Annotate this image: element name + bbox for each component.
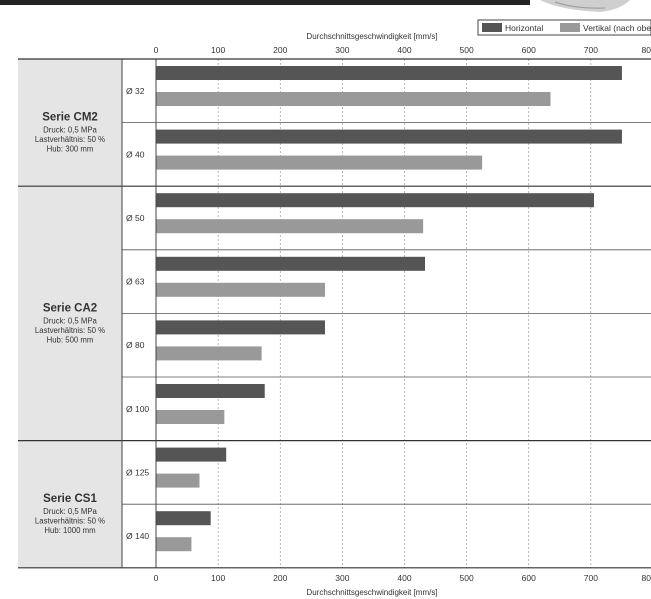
bar-vertical	[156, 155, 483, 170]
bar-vertical	[156, 473, 200, 488]
bar-vertical	[156, 92, 551, 106]
bar-vertical	[156, 219, 424, 234]
bar-horizontal	[156, 384, 265, 398]
group-detail: Lastverhältnis: 50 %	[35, 517, 105, 526]
x-tick-label-bottom: 700	[584, 573, 598, 583]
group-detail: Druck: 0,5 MPa	[43, 316, 97, 325]
x-tick-label-bottom: 600	[522, 573, 536, 583]
x-tick-label-top: 300	[335, 45, 349, 55]
bar-horizontal	[156, 129, 622, 144]
x-tick-label-bottom: 0	[154, 573, 159, 583]
size-label: Ø 125	[126, 467, 149, 477]
x-tick-label-bottom: 200	[273, 573, 287, 583]
group-detail: Hub: 1000 mm	[44, 526, 95, 535]
group-detail: Lastverhältnis: 50 %	[35, 326, 105, 335]
x-axis-title-bottom: Durchschnittsgeschwindigkeit [mm/s]	[306, 588, 437, 597]
x-tick-label-top: 700	[584, 45, 598, 55]
x-tick-label-bottom: 80	[642, 573, 651, 583]
bar-horizontal	[156, 66, 622, 80]
group-title: Serie CS1	[43, 493, 97, 505]
row-lines	[18, 58, 651, 569]
x-ticks-top: 0 100 200 300 400 500 600 700 80	[154, 45, 651, 55]
size-labels: Ø 32 Ø 40 Ø 50 Ø 63 Ø 80 Ø 100 Ø 125 Ø 140	[126, 86, 149, 541]
header-strip	[0, 0, 530, 5]
x-tick-label-top: 100	[211, 45, 225, 55]
x-tick-label-top: 400	[397, 45, 411, 55]
x-tick-label-bottom: 100	[211, 573, 225, 583]
group-detail: Hub: 500 mm	[47, 335, 94, 344]
bar-horizontal	[156, 320, 325, 335]
x-tick-label-top: 200	[273, 45, 287, 55]
x-tick-label-bottom: 400	[397, 573, 411, 583]
bar-vertical	[156, 410, 225, 424]
group-detail: Druck: 0,5 MPa	[43, 507, 97, 516]
x-tick-label-top: 0	[154, 45, 159, 55]
bar-vertical	[156, 282, 325, 297]
group-detail: Lastverhältnis: 50 %	[35, 135, 105, 144]
group-detail: Hub: 300 mm	[47, 145, 94, 154]
legend-swatch-horizontal	[482, 23, 502, 32]
size-label: Ø 32	[126, 86, 145, 96]
group-title: Serie CA2	[43, 302, 97, 314]
bar-horizontal	[156, 511, 211, 526]
x-axis-title-top: Durchschnittsgeschwindigkeit [mm/s]	[306, 32, 437, 41]
size-label: Ø 100	[126, 404, 149, 414]
group-panels	[18, 59, 122, 568]
size-label: Ø 63	[126, 277, 145, 287]
group-panel	[18, 440, 122, 568]
x-tick-label-top: 500	[460, 45, 474, 55]
x-ticks-bottom: 0 100 200 300 400 500 600 700 80	[154, 573, 651, 583]
legend: Horizontal Vertikal (nach ober	[477, 19, 651, 36]
logo-image	[540, 0, 630, 12]
gridlines	[217, 59, 592, 568]
x-tick-label-bottom: 500	[460, 573, 474, 583]
x-tick-label-bottom: 300	[335, 573, 349, 583]
legend-label-horizontal: Horizontal	[505, 23, 543, 33]
legend-label-vertical: Vertikal (nach ober	[583, 23, 651, 33]
bars	[156, 66, 622, 552]
bar-vertical	[156, 537, 192, 552]
group-title: Serie CM2	[42, 112, 98, 124]
size-label: Ø 50	[126, 213, 145, 223]
size-label: Ø 140	[126, 531, 149, 541]
legend-swatch-vertical	[560, 23, 580, 32]
group-panel	[18, 186, 122, 441]
size-label: Ø 40	[126, 149, 145, 159]
size-label: Ø 80	[126, 340, 145, 350]
bar-horizontal	[156, 193, 594, 208]
x-tick-label-top: 600	[522, 45, 536, 55]
group-panel	[18, 59, 122, 187]
group-detail: Druck: 0,5 MPa	[43, 126, 97, 135]
bar-horizontal	[156, 447, 227, 462]
bar-horizontal	[156, 256, 426, 271]
bar-vertical	[156, 346, 262, 361]
x-tick-label-top: 80	[642, 45, 651, 55]
